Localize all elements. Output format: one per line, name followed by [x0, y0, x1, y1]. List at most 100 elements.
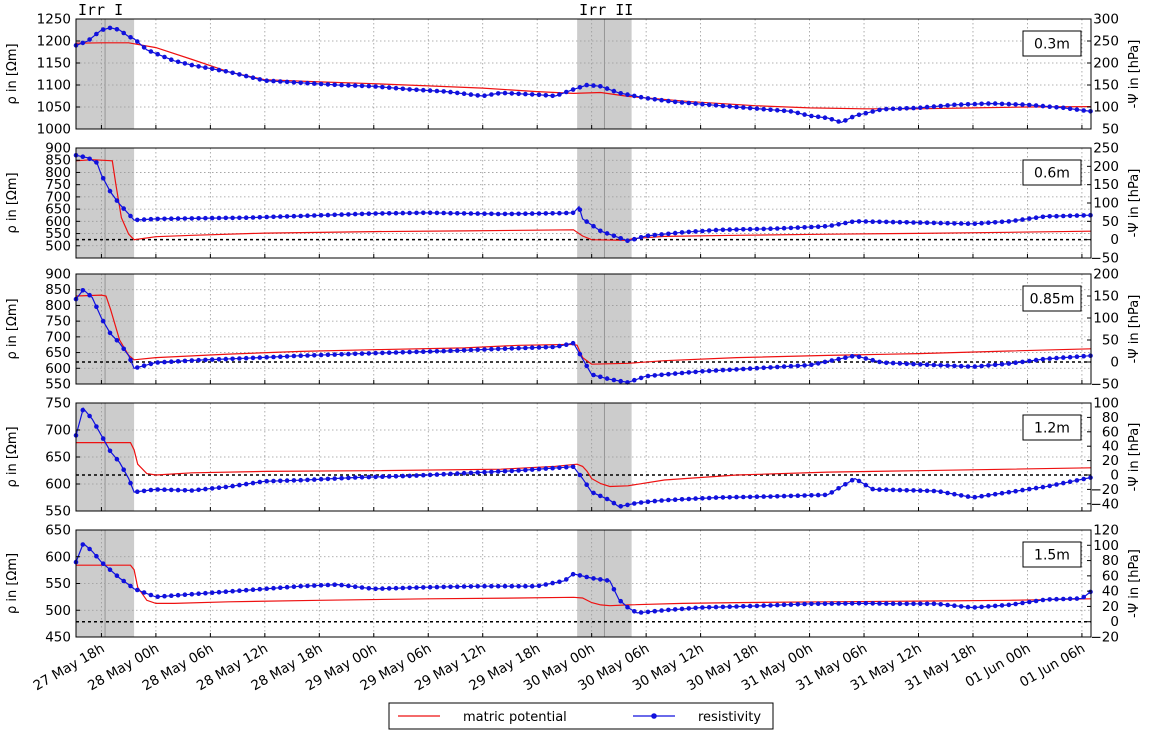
resistivity-marker: [1040, 484, 1046, 490]
y-axis-label: ρ in [Ωm]: [5, 172, 20, 233]
resistivity-marker: [924, 104, 930, 110]
resistivity-marker: [1061, 596, 1066, 602]
resistivity-marker: [169, 593, 174, 598]
resistivity-marker: [271, 478, 276, 484]
resistivity-marker: [380, 350, 385, 356]
resistivity-marker: [495, 583, 501, 589]
resistivity-marker: [421, 349, 426, 355]
resistivity-marker: [87, 37, 92, 42]
resistivity-marker: [523, 467, 528, 473]
resistivity-marker: [414, 349, 419, 355]
resistivity-marker: [366, 474, 372, 480]
resistivity-marker: [924, 488, 930, 494]
resistivity-marker: [557, 343, 562, 349]
resistivity-marker: [461, 348, 467, 353]
resistivity-marker: [577, 573, 583, 578]
resistivity-marker: [305, 353, 310, 358]
resistivity-marker: [945, 602, 950, 608]
resistivity-marker: [1040, 356, 1046, 362]
resistivity-marker: [1047, 483, 1052, 489]
resistivity-marker: [305, 80, 310, 86]
resistivity-marker: [924, 220, 930, 225]
resistivity-marker: [318, 81, 324, 87]
resistivity-marker: [815, 492, 821, 498]
resistivity-marker: [686, 229, 692, 235]
resistivity-marker: [550, 211, 555, 216]
resistivity-marker: [339, 475, 344, 481]
resistivity-marker: [1040, 103, 1046, 109]
resistivity-marker: [645, 96, 651, 101]
resistivity-marker: [203, 357, 208, 363]
resistivity-marker: [148, 49, 154, 54]
y2-tick-label: 150: [1093, 177, 1119, 193]
resistivity-marker: [972, 101, 978, 107]
y2-tick-label: 200: [1093, 159, 1119, 175]
resistivity-marker: [849, 114, 855, 120]
resistivity-marker: [904, 220, 909, 225]
resistivity-marker: [584, 363, 589, 369]
resistivity-marker: [958, 221, 964, 226]
resistivity-marker: [618, 236, 623, 241]
resistivity-marker: [162, 216, 167, 222]
resistivity-marker: [591, 372, 596, 378]
resistivity-marker: [611, 88, 617, 94]
resistivity-marker: [795, 225, 801, 230]
resistivity-marker: [155, 487, 160, 492]
resistivity-marker: [611, 377, 617, 383]
resistivity-marker: [788, 225, 794, 231]
resistivity-marker: [461, 584, 467, 589]
resistivity-marker: [175, 359, 181, 364]
resistivity-marker: [203, 65, 208, 70]
resistivity-marker: [679, 100, 685, 105]
resistivity-marker: [209, 66, 215, 72]
resistivity-marker: [461, 91, 467, 96]
y-tick-label: 900: [45, 267, 71, 283]
resistivity-marker: [87, 292, 92, 298]
resistivity-marker: [114, 456, 120, 462]
resistivity-marker: [380, 474, 385, 480]
resistivity-marker: [148, 592, 154, 598]
resistivity-marker: [591, 83, 596, 88]
resistivity-marker: [489, 211, 494, 217]
resistivity-marker: [958, 604, 964, 609]
resistivity-marker: [952, 221, 957, 226]
y2-tick-label: 50: [1102, 214, 1119, 230]
resistivity-marker: [550, 93, 555, 99]
resistivity-marker: [802, 601, 807, 607]
y2-tick-label: 0: [1110, 614, 1119, 630]
resistivity-marker: [843, 220, 848, 226]
resistivity-marker: [1074, 596, 1080, 601]
resistivity-marker: [706, 495, 712, 501]
resistivity-marker: [455, 471, 460, 476]
resistivity-marker: [448, 89, 453, 95]
resistivity-marker: [720, 227, 726, 233]
resistivity-marker: [298, 583, 304, 589]
resistivity-marker: [584, 82, 589, 88]
resistivity-marker: [318, 213, 324, 218]
resistivity-marker: [257, 77, 263, 82]
resistivity-marker: [999, 101, 1005, 107]
resistivity-marker: [427, 349, 433, 354]
resistivity-marker: [441, 89, 447, 94]
resistivity-marker: [584, 574, 589, 580]
resistivity-marker: [332, 582, 338, 587]
resistivity-marker: [114, 573, 120, 578]
resistivity-marker: [986, 604, 991, 609]
resistivity-marker: [734, 367, 739, 372]
resistivity-marker: [141, 363, 147, 369]
resistivity-marker: [305, 583, 310, 589]
y2-tick-label: 200: [1093, 267, 1119, 283]
resistivity-marker: [121, 346, 126, 352]
resistivity-marker: [169, 359, 174, 365]
resistivity-marker: [761, 365, 766, 371]
resistivity-marker: [741, 494, 746, 500]
y2-axis-label: -Ψ in [hPa]: [1127, 169, 1142, 238]
resistivity-marker: [945, 490, 950, 496]
resistivity-marker: [999, 219, 1005, 225]
resistivity-marker: [495, 91, 501, 96]
resistivity-marker: [754, 603, 760, 609]
resistivity-marker: [727, 104, 732, 109]
resistivity-marker: [890, 219, 896, 225]
